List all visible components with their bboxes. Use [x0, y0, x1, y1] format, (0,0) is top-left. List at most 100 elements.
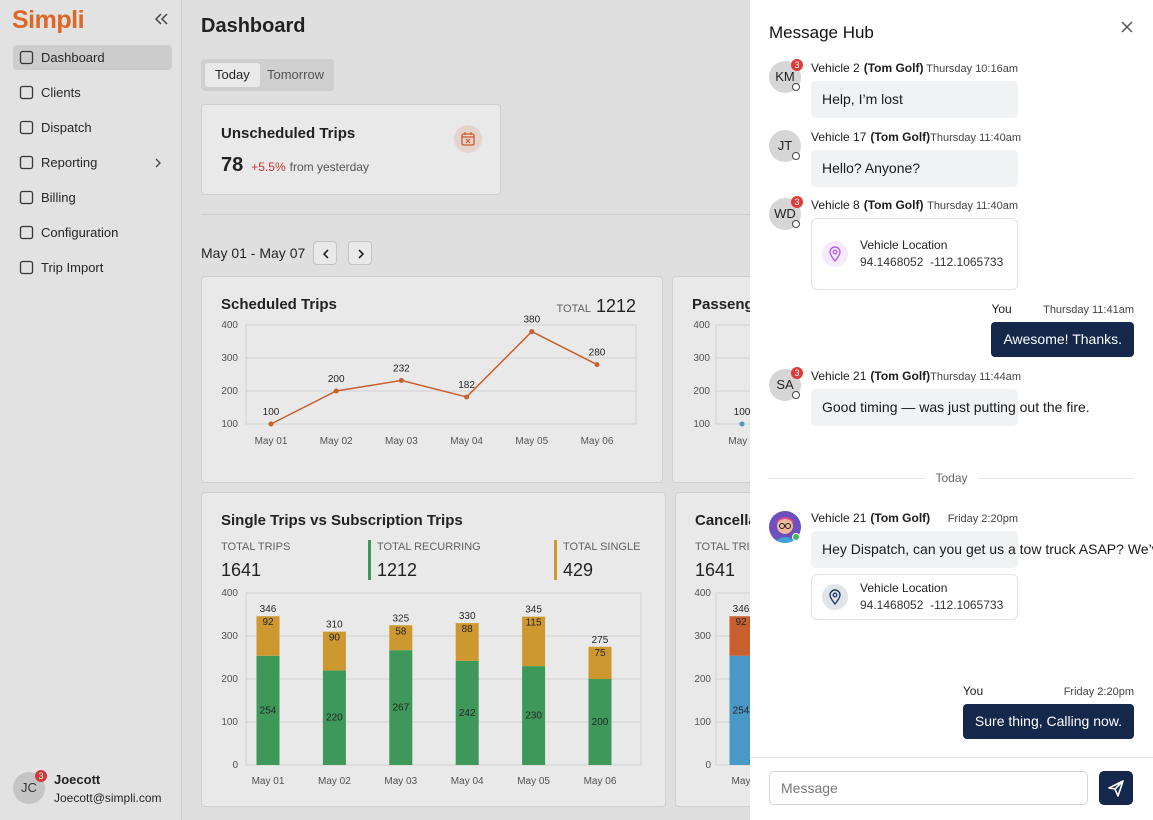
overlay[interactable]: [0, 0, 750, 820]
card-title: Single Trips vs Subscription Trips: [221, 512, 463, 529]
time: Thursday 11:40am: [930, 132, 1022, 144]
driver: (Tom Golf): [863, 198, 924, 212]
date-divider: Today: [769, 471, 1134, 485]
nav-label: Dispatch: [41, 120, 92, 135]
nav-item[interactable]: Billing: [13, 185, 172, 210]
outgoing-message: You Thursday 11:41am Awesome! Thanks.: [991, 302, 1134, 357]
location-label: Vehicle Location: [860, 238, 948, 252]
prev-button[interactable]: [313, 241, 337, 265]
sender: Vehicle 21 (Tom Golf): [811, 369, 930, 383]
status-dot: [792, 152, 800, 160]
time: Thursday 10:16am: [926, 63, 1018, 75]
divider: [201, 214, 750, 215]
card-title: Scheduled Trips: [221, 296, 337, 313]
nav-icon: [19, 50, 34, 65]
location-icon: [822, 241, 848, 267]
card-title: Passenge: [692, 296, 763, 313]
nav-icon: [19, 120, 34, 135]
user-email: Joecott@simpli.com: [54, 791, 162, 805]
stat-value: 429: [563, 560, 594, 580]
message-header: Vehicle 21 (Tom Golf) Thursday 11:44am: [811, 369, 1021, 383]
badge: 3: [791, 367, 803, 379]
vehicle: Vehicle 21: [811, 511, 867, 525]
message-header: Vehicle 8 (Tom Golf) Thursday 11:40am: [811, 198, 1018, 212]
bubble: Good timing — was just putting out the f…: [811, 389, 1090, 426]
driver: (Tom Golf): [870, 130, 931, 144]
user-name: Joecott: [54, 772, 101, 787]
nav-label: Clients: [41, 85, 81, 100]
nav-label: Configuration: [41, 225, 119, 240]
tab[interactable]: Today: [205, 63, 260, 87]
location-card[interactable]: Vehicle Location 94.1468052 -112.1065733: [811, 218, 1018, 290]
nav-label: Billing: [41, 190, 76, 205]
location-card[interactable]: Vehicle Location 94.1468052 -112.1065733: [811, 574, 1018, 620]
message-header: You Friday 2:20pm: [963, 684, 1134, 698]
stat-value: 1212: [377, 560, 418, 580]
message-input[interactable]: Message: [769, 771, 1088, 805]
incoming-message: Vehicle 8 (Tom Golf) Thursday 11:40am Vehic…: [811, 198, 1018, 290]
sender: Vehicle 2 (Tom Golf): [811, 61, 923, 75]
card-title: Cancella: [695, 512, 757, 529]
stat-label: TOTAL TRIPS: [221, 541, 291, 553]
nav-item[interactable]: Clients: [13, 80, 172, 105]
stat-label: TOTAL TRIP: [695, 541, 757, 553]
message-header: Vehicle 2 (Tom Golf) Thursday 10:16am: [811, 61, 1018, 75]
bubble: Hello? Anyone?: [811, 150, 1018, 187]
nav-item[interactable]: Trip Import: [13, 255, 172, 280]
stat-label: TOTAL SINGLE: [563, 541, 641, 553]
bubble: Sure thing, Calling now.: [962, 704, 1134, 739]
divider-label: Today: [935, 471, 968, 485]
time: Friday 2:20pm: [1063, 686, 1134, 698]
nav-item[interactable]: Dispatch: [13, 115, 172, 140]
avatar: JT: [769, 130, 801, 162]
logo: Simpli: [12, 6, 85, 34]
vehicle: Vehicle 17: [811, 130, 867, 144]
driver: (Tom Golf): [870, 511, 931, 525]
sender: Vehicle 8 (Tom Golf): [811, 198, 923, 212]
footer-separator: [750, 757, 1153, 758]
tab[interactable]: Tomorrow: [267, 67, 325, 82]
status-dot: [792, 533, 800, 541]
nav-icon: [19, 155, 34, 170]
divider-line: [769, 477, 926, 479]
nav-item[interactable]: Configuration: [13, 220, 172, 245]
location-label: Vehicle Location: [860, 581, 948, 595]
next-button[interactable]: [348, 241, 372, 265]
time: Friday 2:20pm: [947, 513, 1018, 525]
bubble: Awesome! Thanks.: [991, 322, 1134, 357]
total-value: 1212: [595, 296, 636, 316]
badge: 3: [791, 196, 803, 208]
status-dot: [792, 391, 800, 399]
page-title: Dashboard: [201, 15, 306, 37]
nav-icon: [19, 190, 34, 205]
vehicle: Vehicle 2: [811, 61, 860, 75]
card-total: TOTAL 1212: [557, 296, 636, 317]
nav-label: Reporting: [41, 155, 98, 170]
total-label: TOTAL: [556, 303, 591, 315]
sender: You: [962, 684, 984, 698]
nav-item[interactable]: Reporting: [13, 150, 172, 175]
close-button[interactable]: [1120, 20, 1134, 34]
chevron: [155, 158, 161, 168]
incoming-message: Vehicle 21 (Tom Golf) Friday 2:20pm Hey Dis…: [811, 511, 1153, 620]
calendar-icon: [454, 125, 482, 153]
sender: You: [991, 302, 1012, 316]
location-icon: [822, 584, 848, 610]
location-text: Vehicle Location 94.1468052 -112.1065733: [860, 237, 1003, 271]
collapse-button[interactable]: [153, 11, 169, 27]
badge: 3: [35, 770, 47, 782]
time: Thursday 11:40am: [927, 200, 1018, 212]
chevron: [358, 249, 365, 259]
stat-marker: [368, 540, 371, 580]
incoming-message: Vehicle 21 (Tom Golf) Thursday 11:44am Good…: [811, 369, 1090, 426]
chevron: [322, 249, 329, 259]
metric-note: from yesterday: [289, 160, 369, 174]
vehicle: Vehicle 21: [811, 369, 867, 383]
nav-item[interactable]: Dashboard: [13, 45, 172, 70]
send-button[interactable]: [1099, 771, 1133, 805]
nav-label: Dashboard: [41, 50, 105, 65]
message-header: You Thursday 11:41am: [991, 302, 1134, 316]
message-header: Vehicle 17 (Tom Golf) Thursday 11:40am: [811, 130, 1022, 144]
date-range: May 01 - May 07: [201, 245, 306, 261]
